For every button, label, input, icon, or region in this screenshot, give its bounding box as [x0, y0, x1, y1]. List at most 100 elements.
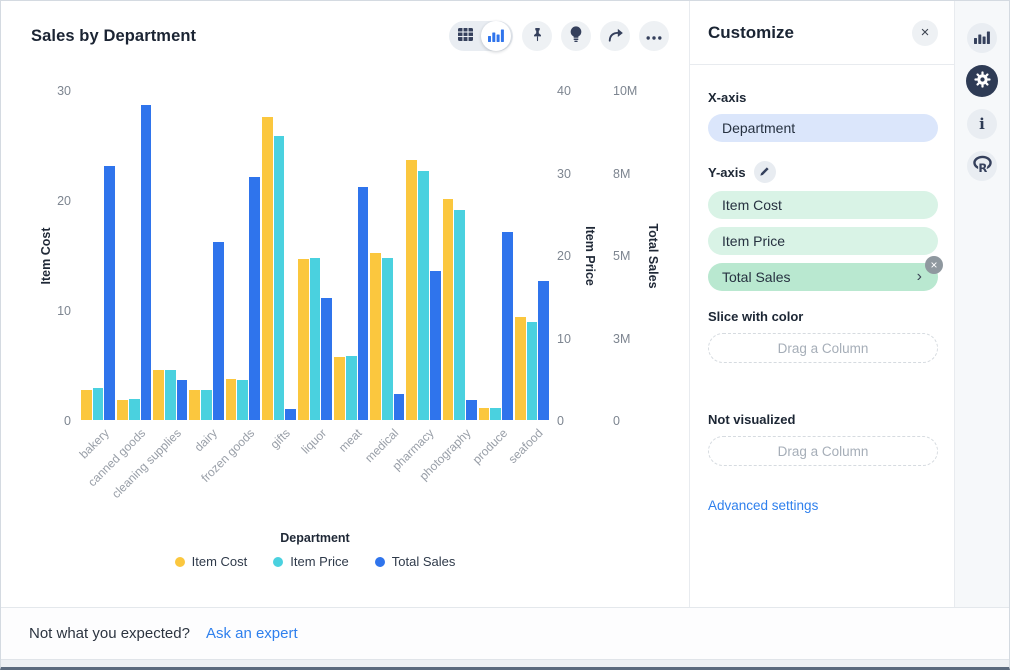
bar-total-sales-cleaning-supplies[interactable]	[176, 380, 188, 420]
remove-icon: ×	[930, 258, 938, 272]
x-axis-pill-label: Department	[722, 120, 796, 136]
bar-total-sales-produce[interactable]	[502, 232, 513, 420]
bar-total-sales-pharmacy[interactable]	[429, 271, 441, 420]
bar-item-price-photography[interactable]	[454, 210, 465, 420]
bar-item-cost-produce[interactable]	[478, 408, 490, 420]
ellipsis-icon	[646, 29, 662, 44]
bar-item-cost-meat[interactable]	[334, 357, 345, 420]
bar-item-cost-photography[interactable]	[442, 199, 454, 420]
bar-total-sales-bakery[interactable]	[104, 166, 116, 420]
x-axis-tick-label: meat	[336, 426, 365, 455]
chevron-right-icon: ›	[916, 268, 922, 285]
y-axis-pill-total-sales[interactable]: Total Sales › ×	[708, 256, 943, 291]
not-visualized-dropzone[interactable]: Drag a Column	[708, 436, 938, 466]
bar-total-sales-dairy[interactable]	[212, 242, 224, 420]
ask-expert-link[interactable]: Ask an expert	[205, 625, 298, 642]
y-axis-tick-label: 0	[64, 414, 71, 428]
chart-toolbar	[449, 21, 669, 51]
customize-settings-tab-button[interactable]	[966, 65, 998, 97]
table-view-button[interactable]	[449, 21, 481, 51]
slice-color-dropzone[interactable]: Drag a Column	[708, 333, 938, 363]
chart-view-button[interactable]	[481, 21, 511, 51]
bar-item-price-bakery[interactable]	[92, 388, 104, 420]
bar-item-price-cleaning-supplies[interactable]	[165, 370, 176, 420]
r-language-tab-button[interactable]: R	[967, 151, 997, 181]
bar-item-price-medical[interactable]	[381, 258, 393, 420]
y-axis-tick-label: 10	[57, 304, 71, 318]
chart-card: Sales by Department	[1, 1, 689, 607]
chart-card-header: Sales by Department	[1, 1, 689, 65]
y-axis-tick-label: 0	[613, 414, 620, 428]
advanced-settings-link[interactable]: Advanced settings	[708, 498, 819, 513]
bar-group-frozen-goods	[225, 91, 260, 420]
bar-total-sales-photography[interactable]	[466, 400, 477, 420]
x-axis-tick-label: liquor	[298, 426, 329, 457]
bar-chart-view-icon	[488, 28, 504, 45]
bar-item-cost-frozen-goods[interactable]	[225, 379, 237, 420]
bar-item-price-meat[interactable]	[345, 356, 357, 420]
bar-total-sales-gifts[interactable]	[285, 409, 296, 420]
edit-y-axis-button[interactable]	[753, 161, 776, 183]
bar-item-cost-medical[interactable]	[370, 253, 381, 420]
share-button[interactable]	[600, 21, 630, 51]
x-axis-field-label: X-axis	[708, 90, 747, 105]
chart-legend: Item Cost Item Price Total Sales	[81, 554, 549, 569]
bar-total-sales-meat[interactable]	[357, 187, 369, 420]
info-tab-button[interactable]: i	[967, 109, 997, 139]
y-axis-tick-label: 5M	[613, 249, 631, 263]
bar-total-sales-frozen-goods[interactable]	[249, 177, 260, 420]
bar-item-price-frozen-goods[interactable]	[237, 380, 249, 420]
bar-item-cost-cleaning-supplies[interactable]	[153, 370, 165, 420]
view-toggle	[449, 21, 513, 51]
bar-item-cost-dairy[interactable]	[189, 390, 201, 420]
svg-text:R: R	[978, 161, 987, 174]
close-panel-button[interactable]: ×	[912, 19, 938, 46]
bar-group-cleaning-supplies	[153, 91, 188, 420]
bar-total-sales-liquor[interactable]	[321, 298, 333, 420]
more-options-button[interactable]	[639, 21, 669, 51]
info-icon: i	[979, 115, 985, 133]
not-visualized-label: Not visualized	[708, 412, 796, 427]
bar-item-price-produce[interactable]	[490, 408, 502, 420]
legend-item-total-sales[interactable]: Total Sales	[374, 554, 455, 569]
bar-item-price-dairy[interactable]	[201, 390, 212, 420]
bar-chart-icon	[974, 30, 990, 47]
y-axis-tick-label: 10M	[613, 84, 638, 98]
left-axis-ticks: 0 10 20 30	[1, 65, 71, 607]
close-icon: ×	[920, 23, 930, 41]
bar-chart: Item Cost Item Price Total Sales 0 10 20 30…	[1, 65, 689, 607]
x-axis-pill-department[interactable]: Department	[708, 114, 938, 142]
bar-total-sales-canned-goods[interactable]	[140, 105, 152, 420]
remove-pill-button[interactable]: ×	[925, 256, 943, 274]
bar-item-price-gifts[interactable]	[273, 136, 285, 420]
visualization-tab-button[interactable]	[967, 23, 997, 53]
legend-dot	[374, 556, 385, 567]
x-axis-tick-label: dairy	[191, 426, 220, 455]
pin-button[interactable]	[522, 21, 552, 51]
y-axis-pill-item-price[interactable]: Item Price	[708, 227, 938, 255]
bar-item-cost-canned-goods[interactable]	[117, 400, 128, 420]
bar-item-cost-pharmacy[interactable]	[406, 160, 418, 420]
table-view-icon	[457, 28, 473, 44]
bar-item-price-liquor[interactable]	[309, 258, 321, 420]
y-axis-field-label: Y-axis	[708, 164, 746, 180]
bar-item-cost-seafood[interactable]	[514, 317, 526, 420]
bar-group-liquor	[297, 91, 333, 420]
bar-group-produce	[478, 91, 513, 420]
bar-item-price-canned-goods[interactable]	[128, 399, 140, 420]
bar-item-cost-gifts[interactable]	[261, 117, 273, 420]
bar-group-medical	[370, 91, 405, 420]
bar-total-sales-medical[interactable]	[393, 394, 405, 420]
bar-item-price-seafood[interactable]	[526, 322, 538, 420]
bar-item-price-pharmacy[interactable]	[418, 171, 429, 420]
dropzone-placeholder: Drag a Column	[777, 340, 869, 356]
legend-item-item-cost[interactable]: Item Cost	[174, 554, 247, 569]
bar-item-cost-liquor[interactable]	[297, 259, 309, 420]
insights-button[interactable]	[561, 21, 591, 51]
y-axis-pill-label: Item Price	[722, 233, 786, 249]
bar-item-cost-bakery[interactable]	[81, 390, 92, 420]
legend-item-item-price[interactable]: Item Price	[273, 554, 349, 569]
y-axis-pill-item-cost[interactable]: Item Cost	[708, 191, 938, 219]
bar-total-sales-seafood[interactable]	[538, 281, 550, 420]
